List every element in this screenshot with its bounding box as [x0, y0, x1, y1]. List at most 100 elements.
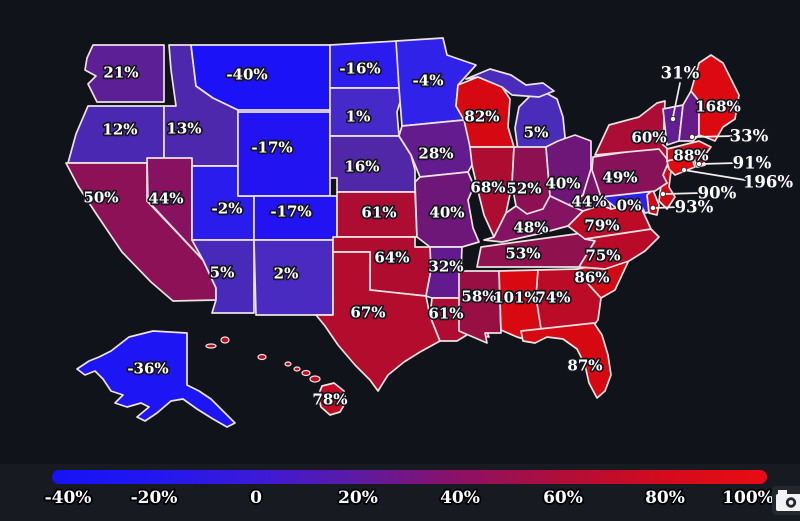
legend-tick-60pct: 60% [543, 488, 583, 508]
state-ks-label: 61% [361, 204, 396, 222]
state-ar-label: 32% [428, 258, 463, 276]
state-nc-label: 75% [585, 247, 620, 265]
state-hi-island-3 [284, 361, 292, 367]
state-ri-label: 91% [733, 154, 772, 173]
state-ca-label: 50% [83, 189, 118, 207]
camera-button[interactable] [772, 486, 800, 515]
state-hi-island-1 [220, 336, 230, 344]
state-tx-label: 67% [350, 304, 385, 322]
state-ct-label: 196% [743, 173, 793, 192]
state-hi-island-2 [257, 353, 267, 361]
state-mo-shape [414, 171, 480, 248]
state-hi-shape [317, 382, 347, 416]
state-wy-label: -17% [251, 139, 292, 157]
legend-tick-40pct: 40% [440, 488, 480, 508]
legend-tick-neg20pct: -20% [131, 488, 178, 508]
state-wi-label: 82% [464, 108, 499, 126]
state-hi-island-4 [293, 366, 301, 372]
state-wa-label: 21% [103, 64, 138, 82]
callout-dot-nj [660, 190, 667, 197]
state-in-label: 52% [506, 180, 541, 198]
callout-dot-vt [670, 116, 677, 123]
state-oh-label: 40% [545, 175, 580, 193]
state-ut-label: -2% [212, 200, 243, 218]
legend-gradient-bar [52, 470, 767, 484]
state-nd-label: -16% [339, 60, 380, 78]
state-hi-island-0 [205, 343, 217, 349]
state-va-label: 79% [584, 217, 619, 235]
legend-tick-20pct: 20% [338, 488, 378, 508]
legend-tick-100pct: 100% [722, 488, 774, 508]
state-hi-label: 78% [312, 391, 347, 409]
state-ok-label: 64% [374, 249, 409, 267]
state-ms-shape [458, 270, 502, 344]
state-vt-label: 31% [661, 64, 700, 83]
state-de-label: 93% [675, 198, 714, 217]
callout-lines-layer [650, 82, 746, 211]
state-ak-label: -36% [127, 360, 168, 378]
state-ak-shape [76, 330, 236, 428]
state-la-label: 61% [428, 305, 463, 323]
state-mi-shape-2 [465, 68, 555, 98]
state-ia-label: 28% [418, 145, 453, 163]
state-sd-label: 1% [346, 108, 371, 126]
state-labels-layer: 21% 12% 50% 13% 44% -2% 5% -40% -17% -17% 2% -16% 1%… [82, 58, 795, 410]
callout-line-vt [672, 82, 681, 118]
state-fl-shape [520, 322, 612, 399]
state-hi-island-5 [301, 369, 311, 377]
state-mi-label: 5% [524, 124, 549, 142]
state-ne-label: 16% [344, 158, 379, 176]
state-de-shape [646, 189, 660, 216]
state-tx-shape [315, 251, 441, 392]
state-ny-label: 60% [631, 129, 666, 147]
state-tn-label: 53% [505, 245, 540, 263]
state-hi-island-6 [309, 375, 321, 383]
callout-dot-ct [681, 166, 688, 173]
callout-dot-ri [696, 160, 703, 167]
state-ky-label: 48% [513, 219, 548, 237]
state-pa-label: 49% [602, 169, 637, 187]
state-ma-label: 88% [673, 147, 708, 165]
state-ca-shape [65, 162, 217, 302]
state-id-label: 13% [166, 120, 201, 138]
legend-ticks: -40% -20% 0 20% 40% 60% 80% 100% [43, 486, 776, 510]
state-sc-label: 86% [574, 269, 609, 287]
states-layer [65, 37, 740, 428]
state-wa-shape [84, 44, 165, 103]
legend-tick-0: 0 [250, 488, 262, 508]
state-mo-label: 40% [429, 204, 464, 222]
state-ma-shape [666, 140, 712, 162]
state-md-label: 0% [617, 197, 642, 215]
state-il-label: 68% [470, 179, 505, 197]
callout-dot-de [650, 204, 657, 211]
state-mt-label: -40% [226, 66, 267, 84]
camera-icon [776, 490, 800, 511]
state-me-label: 168% [695, 98, 741, 116]
state-nc-shape [578, 228, 660, 270]
callout-line-ri [700, 162, 737, 165]
state-nh-label: 33% [730, 127, 769, 146]
callout-line-nh [693, 135, 734, 138]
state-wv-label: 44% [571, 193, 606, 211]
state-nv-label: 44% [148, 190, 183, 208]
state-az-label: 5% [210, 264, 235, 282]
state-co-label: -17% [270, 203, 311, 221]
state-mn-label: -4% [413, 72, 444, 90]
state-ga-label: 74% [535, 289, 570, 307]
state-ms-label: 58% [461, 288, 496, 306]
legend-tick-80pct: 80% [645, 488, 685, 508]
state-nj-label: 90% [698, 184, 737, 203]
legend-tick-neg40pct: -40% [45, 488, 92, 508]
callout-dot-nh [689, 133, 696, 140]
state-nm-label: 2% [274, 265, 299, 283]
callout-line-de [654, 206, 679, 209]
state-ky-shape [483, 195, 584, 243]
state-al-label: 101% [493, 289, 539, 307]
state-me-shape [690, 54, 740, 142]
callout-line-nj [664, 192, 701, 195]
callout-line-ct [683, 169, 746, 181]
state-fl-label: 87% [567, 357, 602, 375]
state-or-label: 12% [102, 121, 137, 139]
